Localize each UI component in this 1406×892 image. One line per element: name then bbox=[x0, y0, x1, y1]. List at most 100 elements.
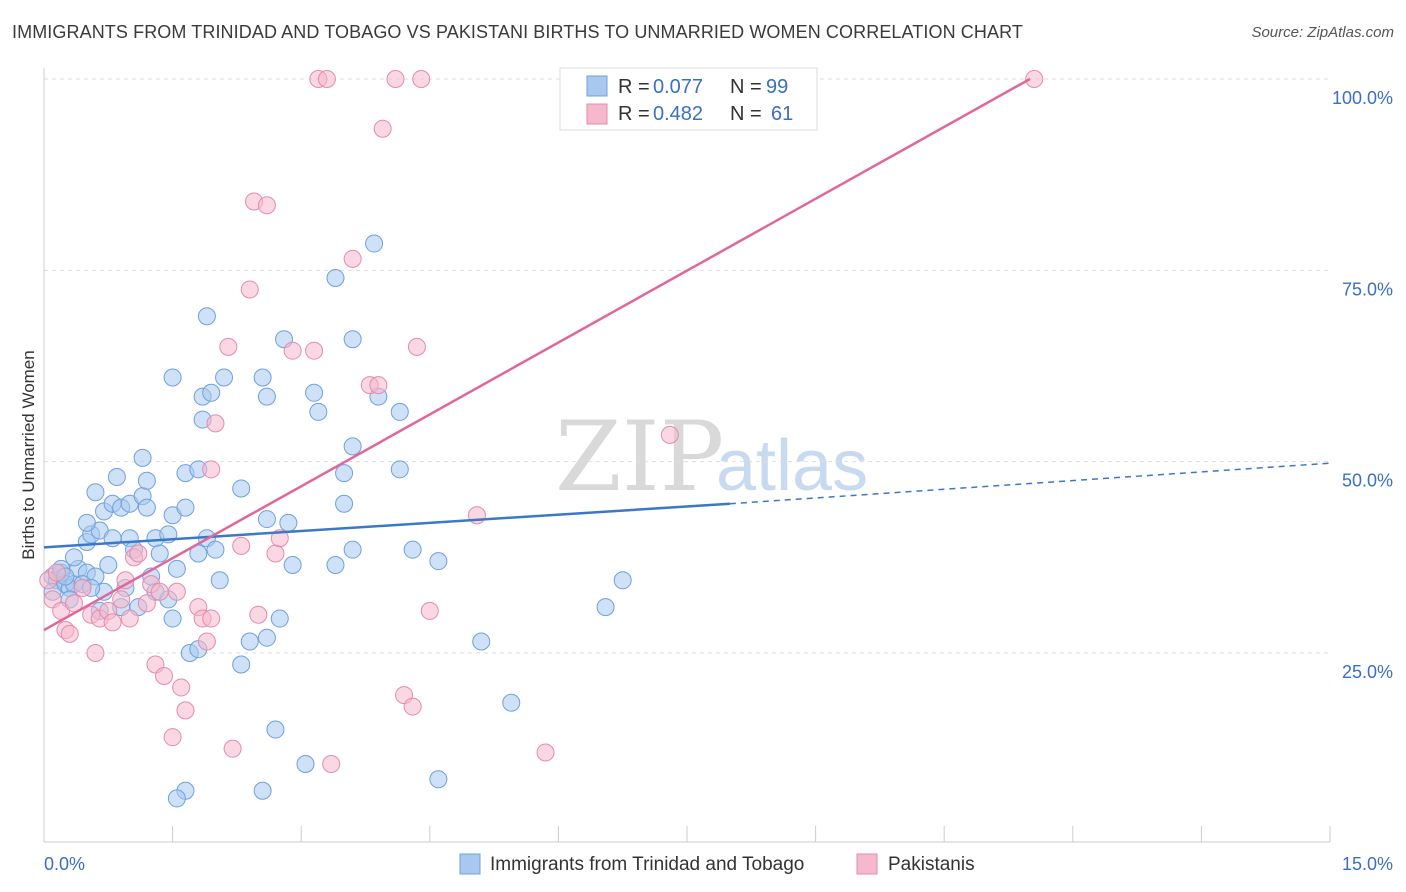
trinidad-point bbox=[502, 693, 521, 712]
trinidad-point bbox=[206, 540, 225, 559]
pakistani-point bbox=[155, 666, 174, 685]
trinidad-point bbox=[202, 383, 221, 402]
legend-swatch-pakistanis bbox=[856, 853, 878, 875]
pakistani-point bbox=[103, 613, 122, 632]
trinidad-point bbox=[163, 609, 182, 628]
trinidad-point bbox=[99, 555, 118, 574]
pakistani-point bbox=[47, 563, 66, 582]
pakistani-point bbox=[137, 594, 156, 613]
trinidad-point bbox=[429, 552, 448, 571]
trinidad-point bbox=[86, 483, 105, 502]
pakistani-point bbox=[407, 337, 426, 356]
y-axis-title: Births to Unmarried Women bbox=[19, 350, 38, 559]
legend-label-pakistanis: Pakistanis bbox=[888, 854, 975, 875]
pakistani-point bbox=[232, 536, 251, 555]
trinidad-point bbox=[403, 540, 422, 559]
trinidad-point bbox=[137, 471, 156, 490]
pakistani-point bbox=[163, 728, 182, 747]
trinidad-point bbox=[163, 368, 182, 387]
pakistani-point bbox=[219, 337, 238, 356]
trinidad-point bbox=[150, 544, 169, 563]
pakistani-point bbox=[112, 590, 131, 609]
trinidad-point bbox=[343, 330, 362, 349]
trinidad-point bbox=[279, 513, 298, 532]
pakistani-point bbox=[167, 582, 186, 601]
trinidad-point bbox=[77, 513, 96, 532]
legend-r-label-pink: R = bbox=[618, 103, 650, 125]
pakistani-point bbox=[65, 594, 84, 613]
pakistani-point bbox=[197, 632, 216, 651]
trinidad-point bbox=[240, 632, 259, 651]
trinidad-point bbox=[253, 781, 272, 800]
axes bbox=[43, 68, 1331, 843]
pakistani-point bbox=[206, 414, 225, 433]
gridlines bbox=[44, 78, 1330, 654]
watermark-atlas: atlas bbox=[716, 426, 868, 506]
pakistani-point bbox=[176, 701, 195, 720]
trinidad-point bbox=[309, 402, 328, 421]
y-tick-label-100: 100.0% bbox=[1332, 88, 1393, 108]
trinidad-point bbox=[390, 402, 409, 421]
trinidad-point bbox=[343, 540, 362, 559]
trinidad-point bbox=[326, 268, 345, 287]
pakistani-point bbox=[270, 529, 289, 548]
trinidad-point bbox=[296, 754, 315, 773]
pakistani-point bbox=[172, 678, 191, 697]
trinidad-point bbox=[305, 383, 324, 402]
trinidad-point bbox=[176, 498, 195, 517]
pakistani-point bbox=[403, 697, 422, 716]
pakistani-point bbox=[202, 460, 221, 479]
pakistani-point bbox=[660, 425, 679, 444]
trinidad-point bbox=[257, 387, 276, 406]
pakistani-point bbox=[249, 605, 268, 624]
legend-r-value-pink: 0.482 bbox=[653, 103, 703, 125]
trinidad-point bbox=[365, 234, 384, 253]
pakistani-point bbox=[536, 743, 555, 762]
pakistani-point bbox=[1025, 70, 1044, 88]
trinidad-trend-extension bbox=[729, 462, 1331, 505]
legend-r-value-blue: 0.077 bbox=[653, 76, 703, 98]
pakistani-trend-line bbox=[43, 77, 1031, 632]
trinidad-point bbox=[167, 559, 186, 578]
pakistani-point bbox=[150, 582, 169, 601]
trinidad-point bbox=[326, 555, 345, 574]
pakistani-point bbox=[412, 70, 431, 88]
series-pakistani-points bbox=[39, 70, 1044, 773]
legend-n-label-pink: N = bbox=[730, 103, 762, 125]
pakistani-point bbox=[305, 341, 324, 360]
trinidad-point bbox=[167, 789, 186, 808]
pakistani-point bbox=[223, 739, 242, 758]
legend-n-label-blue: N = bbox=[730, 76, 762, 98]
trinidad-point bbox=[596, 598, 615, 617]
legend-swatch-pink bbox=[586, 103, 608, 125]
legend-label-trinidad: Immigrants from Trinidad and Tobago bbox=[490, 854, 804, 875]
pakistani-point bbox=[240, 280, 259, 299]
legend-r-label-blue: R = bbox=[618, 76, 650, 98]
trinidad-point bbox=[210, 571, 229, 590]
x-tick-label-min: 0.0% bbox=[44, 854, 85, 874]
y-tick-label-25: 25.0% bbox=[1342, 662, 1393, 682]
pakistani-point bbox=[420, 601, 439, 620]
trend-lines bbox=[43, 77, 1331, 632]
watermark-zip: ZIP bbox=[555, 401, 724, 513]
legend-n-value-blue: 99 bbox=[766, 76, 788, 98]
legend-swatch-blue bbox=[586, 75, 608, 97]
source-credit: Source: ZipAtlas.com bbox=[1251, 24, 1394, 41]
trinidad-point bbox=[335, 464, 354, 483]
trinidad-point bbox=[65, 548, 84, 567]
trinidad-point bbox=[270, 609, 289, 628]
pakistani-point bbox=[386, 70, 405, 88]
trinidad-point bbox=[257, 510, 276, 529]
trinidad-point bbox=[343, 437, 362, 456]
trinidad-point bbox=[232, 479, 251, 498]
y-tick-label-75: 75.0% bbox=[1342, 279, 1393, 299]
pakistani-point bbox=[73, 578, 92, 597]
pakistani-point bbox=[202, 609, 221, 628]
pakistani-point bbox=[86, 644, 105, 662]
stats-legend: R = 0.077 N = 99 R = 0.482 N = 61 bbox=[559, 67, 818, 131]
trinidad-trend-line bbox=[43, 502, 730, 549]
trinidad-point bbox=[197, 307, 216, 326]
pakistani-point bbox=[373, 119, 392, 138]
trinidad-point bbox=[390, 460, 409, 479]
